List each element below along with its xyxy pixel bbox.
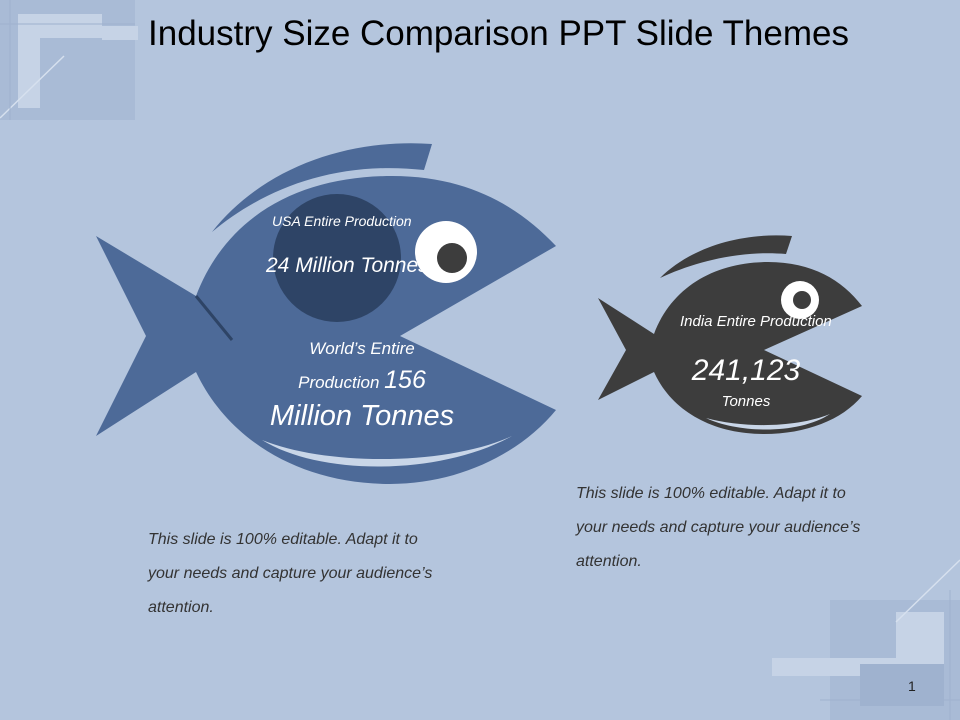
world-production-number: 156 [384, 366, 426, 394]
usa-circle [273, 194, 401, 322]
india-production-label: India Entire Production [680, 313, 832, 330]
big-fish-eye-pupil [437, 243, 467, 273]
big-fish-belly-stripe [262, 436, 512, 467]
slide-title: Industry Size Comparison PPT Slide Theme… [148, 14, 849, 53]
page-number: 1 [908, 678, 916, 694]
note-left: This slide is 100% editable. Adapt it to… [148, 531, 433, 616]
small-fish-belly-stripe [706, 414, 830, 430]
big-fish-mouth-line [194, 295, 234, 341]
small-fish [598, 235, 862, 434]
usa-production-value: 24 Million Tonnes [266, 254, 429, 277]
small-fish-eye-pupil [793, 291, 811, 309]
world-production-unit: Million Tonnes [269, 400, 455, 432]
top-left-decoration [0, 0, 138, 120]
world-production-prefix: Production [298, 373, 385, 392]
note-right: This slide is 100% editable. Adapt it to… [576, 485, 861, 570]
bottom-right-decoration [772, 559, 960, 720]
world-production-line: Production 156 [252, 366, 472, 395]
big-fish-dorsal-fin [212, 143, 432, 232]
india-production-value: 241,123 [691, 354, 801, 387]
world-production-label: World’s Entire [309, 339, 415, 358]
big-fish [96, 143, 556, 484]
india-production-unit: Tonnes [721, 393, 771, 410]
small-fish-dorsal-fin [660, 235, 792, 278]
usa-production-label: USA Entire Production [272, 213, 412, 229]
